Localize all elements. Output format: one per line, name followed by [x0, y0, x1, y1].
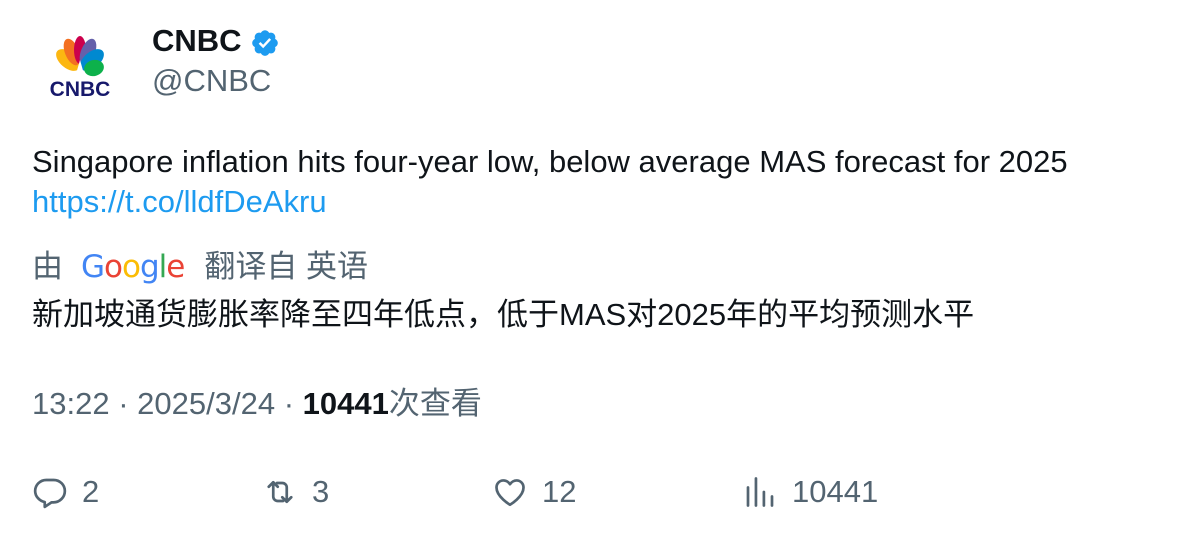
view-count: 10441 — [302, 386, 389, 421]
views-button[interactable]: 10441 — [742, 468, 878, 516]
svg-text:CNBC: CNBC — [50, 78, 111, 101]
repost-button[interactable]: 3 — [262, 468, 329, 516]
tweet-time[interactable]: 13:22 — [32, 386, 110, 421]
heart-icon — [495, 479, 525, 507]
translation-attribution: 由 Google 翻译自 英语 — [32, 246, 368, 288]
repost-count: 3 — [312, 474, 330, 509]
translated-by-label: 由 — [32, 249, 63, 284]
tweet-meta: 13:22 · 2025/3/24 · 10441次查看 — [32, 383, 482, 425]
reply-count: 2 — [82, 474, 100, 509]
author-handle[interactable]: @CNBC — [152, 63, 272, 98]
repost-icon — [267, 480, 293, 504]
meta-separator: · — [118, 386, 129, 421]
views-count: 10441 — [792, 474, 879, 509]
google-logo: Google — [81, 249, 185, 285]
reply-icon — [33, 478, 67, 509]
tweet-date[interactable]: 2025/3/24 — [137, 386, 276, 421]
verified-badge-icon[interactable] — [250, 28, 280, 58]
bar-chart-icon — [746, 477, 774, 507]
like-count: 12 — [542, 474, 577, 509]
cnbc-peacock-logo: CNBC — [50, 36, 111, 101]
views-label: 次查看 — [388, 386, 482, 421]
translated-from-label[interactable]: 翻译自 英语 — [204, 249, 368, 284]
translated-text: 新加坡通货膨胀率降至四年低点，低于MAS对2025年的平均预测水平 — [32, 297, 975, 332]
action-bar: 2 3 12 10441 — [0, 468, 1196, 516]
tweet-text: Singapore inflation hits four-year low, … — [32, 142, 1172, 222]
author-name-row: CNBC — [152, 22, 280, 60]
author-display-name[interactable]: CNBC — [152, 23, 242, 58]
reply-button[interactable]: 2 — [32, 468, 99, 516]
tweet-body: Singapore inflation hits four-year low, … — [32, 144, 1068, 179]
like-button[interactable]: 12 — [492, 468, 576, 516]
tweet-link[interactable]: https://t.co/lldfDeAkru — [32, 184, 327, 219]
avatar[interactable]: CNBC — [36, 34, 124, 110]
meta-separator: · — [283, 386, 295, 421]
